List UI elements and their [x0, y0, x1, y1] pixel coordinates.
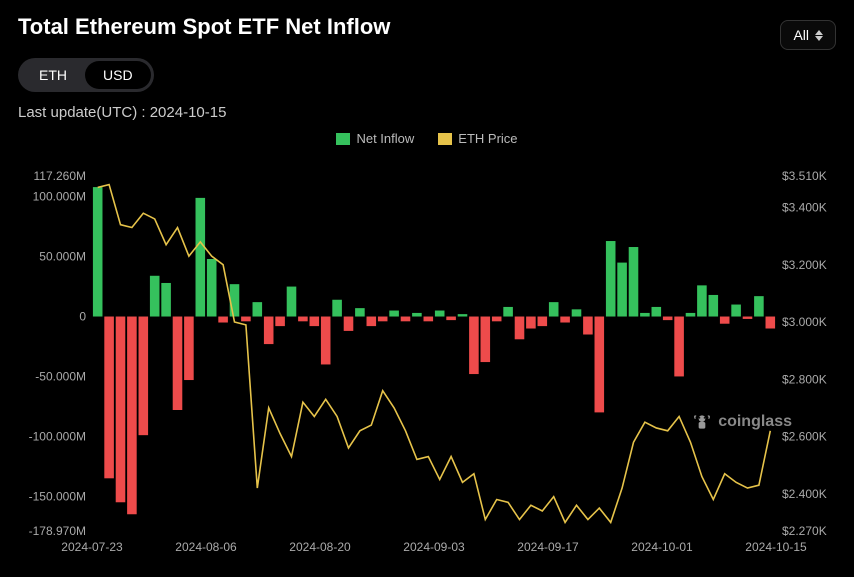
currency-toggle: ETH USD: [18, 58, 154, 92]
chart-svg: 117.260M 100.000M 50.000M 0 -50.000M -100.000…: [18, 170, 836, 557]
svg-text:50.000M: 50.000M: [39, 250, 86, 264]
last-update: Last update(UTC) : 2024-10-15: [18, 104, 836, 121]
chart-container: Total Ethereum Spot ETF Net Inflow All E…: [0, 0, 854, 577]
svg-text:-178.970M: -178.970M: [29, 524, 86, 538]
legend-eth-price: ETH Price: [438, 131, 517, 146]
svg-text:$2.400K: $2.400K: [782, 487, 827, 501]
svg-text:-150.000M: -150.000M: [29, 489, 86, 503]
eth-price-swatch: [438, 133, 452, 145]
svg-text:0: 0: [79, 310, 86, 324]
svg-text:2024-08-20: 2024-08-20: [289, 540, 351, 554]
svg-text:-100.000M: -100.000M: [29, 429, 86, 443]
svg-text:$3.510K: $3.510K: [782, 170, 827, 183]
svg-text:2024-10-01: 2024-10-01: [631, 540, 693, 554]
legend-net-inflow: Net Inflow: [336, 131, 414, 146]
watermark-text: coinglass: [718, 413, 792, 431]
watermark: coinglass: [692, 412, 792, 432]
last-update-value: 2024-10-15: [150, 104, 227, 121]
legend-eth-price-label: ETH Price: [458, 131, 517, 146]
svg-text:-50.000M: -50.000M: [35, 369, 86, 383]
timeframe-button[interactable]: All: [780, 20, 836, 50]
last-update-label: Last update(UTC) :: [18, 104, 150, 121]
net-inflow-swatch: [336, 133, 350, 145]
timeframe-label: All: [793, 27, 809, 43]
svg-text:2024-07-23: 2024-07-23: [61, 540, 123, 554]
svg-text:$2.270K: $2.270K: [782, 524, 827, 538]
header-row: Total Ethereum Spot ETF Net Inflow All: [18, 14, 836, 50]
svg-text:2024-08-06: 2024-08-06: [175, 540, 237, 554]
svg-text:$2.800K: $2.800K: [782, 372, 827, 386]
svg-text:2024-09-17: 2024-09-17: [517, 540, 579, 554]
watermark-icon: [692, 412, 712, 432]
legend-net-inflow-label: Net Inflow: [356, 131, 414, 146]
chevron-updown-icon: [815, 30, 823, 41]
svg-text:$3.000K: $3.000K: [782, 315, 827, 329]
toggle-usd[interactable]: USD: [85, 61, 151, 89]
page-title: Total Ethereum Spot ETF Net Inflow: [18, 14, 390, 40]
svg-text:$3.200K: $3.200K: [782, 258, 827, 272]
svg-text:2024-09-03: 2024-09-03: [403, 540, 465, 554]
svg-text:100.000M: 100.000M: [33, 190, 86, 204]
legend: Net Inflow ETH Price: [18, 131, 836, 146]
chart-area: 117.260M 100.000M 50.000M 0 -50.000M -100.000…: [18, 170, 836, 557]
svg-text:$3.400K: $3.400K: [782, 200, 827, 214]
toggle-eth[interactable]: ETH: [21, 61, 85, 89]
svg-text:2024-10-15: 2024-10-15: [745, 540, 807, 554]
svg-text:117.260M: 117.260M: [34, 170, 86, 183]
